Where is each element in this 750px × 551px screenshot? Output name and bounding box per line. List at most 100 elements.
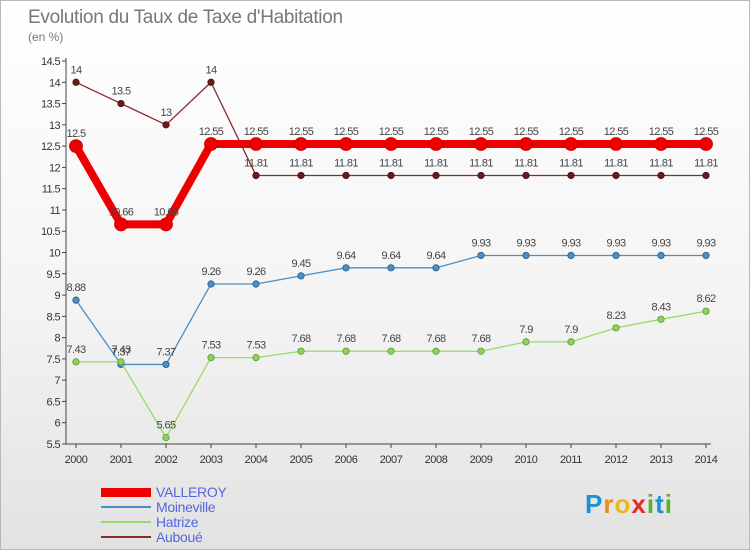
data-label: 12.55 (604, 126, 629, 138)
data-label: 10.66 (109, 206, 134, 218)
data-label: 9.64 (381, 250, 400, 262)
x-tick-label: 2010 (515, 454, 538, 466)
data-point (657, 171, 665, 180)
y-tick-label: 5.5 (47, 439, 61, 451)
data-label: 12.55 (289, 126, 314, 138)
y-tick-label: 8 (54, 333, 60, 345)
data-point (387, 347, 395, 355)
legend-swatch (101, 506, 151, 508)
data-label: 11.81 (289, 157, 313, 169)
data-point (477, 251, 485, 260)
data-label: 12.55 (469, 126, 494, 138)
x-tick-label: 2005 (290, 454, 313, 466)
x-tick-label: 2014 (695, 454, 718, 466)
data-label: 9.64 (426, 250, 445, 262)
data-label: 8.43 (651, 301, 670, 313)
data-label: 11.81 (469, 157, 493, 169)
data-label: 12.55 (424, 126, 449, 138)
x-tick-label: 2009 (470, 454, 493, 466)
data-point (612, 171, 620, 180)
data-point (657, 315, 665, 323)
logo-letter: i (646, 489, 656, 519)
x-tick-label: 2006 (335, 454, 358, 466)
data-label: 9.26 (246, 266, 265, 278)
legend-label: Auboué (156, 529, 203, 545)
data-label: 8.23 (606, 310, 625, 322)
logo-letter: P (585, 489, 604, 519)
data-point (477, 171, 485, 180)
logo-letter: r (603, 489, 615, 519)
data-point (207, 280, 215, 288)
data-label: 12.55 (559, 126, 584, 138)
logo-letter: t (655, 489, 665, 519)
data-point (609, 137, 623, 151)
data-point (567, 251, 575, 260)
data-label: 8.62 (696, 293, 715, 305)
data-point (702, 307, 710, 315)
y-tick-label: 7 (54, 375, 60, 387)
data-label: 7.68 (381, 333, 400, 345)
data-point (159, 217, 173, 232)
data-point (342, 264, 350, 272)
data-point (429, 137, 443, 151)
x-tick-label: 2012 (605, 454, 628, 466)
y-tick-label: 13.5 (41, 99, 60, 111)
data-label: 11.81 (334, 157, 358, 169)
data-label: 11.81 (379, 157, 403, 169)
data-point (432, 171, 440, 180)
y-tick-label: 13 (49, 120, 61, 132)
data-point (339, 137, 353, 151)
data-point (297, 272, 305, 280)
data-label: 7.43 (66, 344, 85, 356)
legend-swatch (101, 536, 151, 538)
y-tick-label: 14.5 (41, 56, 60, 68)
x-tick-label: 2008 (425, 454, 448, 466)
data-point (72, 296, 80, 304)
legend-label: Hatrize (156, 514, 199, 530)
data-point (387, 264, 395, 272)
data-label: 9.93 (696, 237, 715, 249)
data-label: 11.81 (604, 157, 628, 169)
data-point (252, 171, 260, 180)
logo-letter: x (631, 489, 647, 519)
data-label: 7.43 (111, 344, 130, 356)
data-point (522, 171, 530, 180)
data-label: 9.93 (516, 237, 535, 249)
data-label: 11.81 (694, 157, 718, 169)
data-point (657, 251, 665, 260)
data-point (114, 217, 128, 232)
data-label: 7.68 (426, 333, 445, 345)
data-point (612, 251, 620, 260)
data-point (564, 137, 578, 151)
y-tick-label: 11 (50, 205, 61, 217)
y-tick-label: 7.5 (47, 354, 61, 366)
data-point (342, 171, 350, 180)
logo-letter: o (614, 489, 632, 519)
x-tick-label: 2011 (560, 454, 582, 466)
data-point (72, 78, 80, 86)
chart-title: Evolution du Taux de Taxe d'Habitation (28, 7, 343, 28)
y-tick-label: 11.5 (42, 184, 61, 196)
data-label: 9.64 (336, 250, 355, 262)
data-point (432, 264, 440, 272)
data-label: 8.88 (66, 282, 85, 294)
data-label: 14 (205, 64, 217, 76)
data-point (474, 137, 488, 151)
logo-letter: i (664, 489, 673, 519)
data-label: 9.93 (561, 237, 580, 249)
data-label: 12.55 (334, 126, 359, 138)
data-point (387, 171, 395, 180)
data-label: 7.68 (291, 333, 310, 345)
data-point (612, 324, 620, 332)
y-tick-label: 10.5 (41, 226, 60, 238)
data-label: 7.37 (111, 346, 130, 358)
data-point (117, 99, 125, 108)
data-point (162, 434, 170, 442)
legend-label: VALLEROY (156, 484, 227, 500)
data-label: 11.81 (559, 157, 583, 169)
x-tick-label: 2003 (200, 454, 223, 466)
data-point (297, 347, 305, 355)
y-tick-label: 9.5 (47, 269, 61, 281)
data-label: 12.55 (694, 126, 719, 138)
